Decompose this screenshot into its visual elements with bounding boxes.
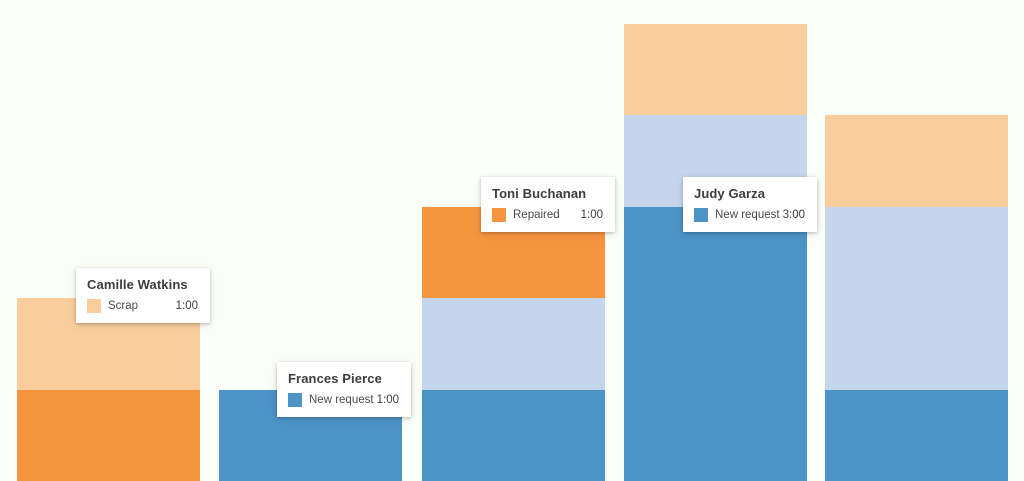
series-duration-value: 3:00: [782, 209, 805, 221]
tooltip-person-name: Judy Garza: [694, 186, 766, 201]
tooltip-person-name: Toni Buchanan: [492, 186, 587, 201]
bar-4-segment[interactable]: [624, 23, 807, 115]
tooltip-series-row: Scrap 1:00: [87, 299, 198, 313]
series-label: Scrap: [108, 300, 139, 312]
tooltip-person-name: Camille Watkins: [87, 277, 188, 292]
bar-1-segment[interactable]: [17, 389, 200, 481]
bar-5-segment[interactable]: [825, 115, 1008, 207]
tooltip-series-row: New request 3:00: [694, 208, 805, 222]
series-color-swatch: [694, 208, 708, 222]
bar-3-segment[interactable]: [422, 298, 605, 390]
series-label: New request: [715, 209, 780, 221]
series-duration-value: 1:00: [175, 300, 198, 312]
series-duration-value: 1:00: [580, 209, 603, 221]
tooltip-judy-garza: Judy Garza New request 3:00: [683, 177, 817, 232]
tooltip-person-name: Frances Pierce: [288, 371, 382, 386]
tooltip-series-row: Repaired 1:00: [492, 208, 603, 222]
series-label: Repaired: [513, 209, 560, 221]
series-color-swatch: [87, 299, 101, 313]
series-color-swatch: [288, 393, 302, 407]
bar-4-new-request[interactable]: [624, 206, 807, 481]
tooltip-series-row: New request 1:00: [288, 393, 399, 407]
series-color-swatch: [492, 208, 506, 222]
tooltip-frances-pierce: Frances Pierce New request 1:00: [277, 362, 411, 417]
series-label: New request: [309, 394, 374, 406]
bar-3-segment[interactable]: [422, 389, 605, 481]
series-duration-value: 1:00: [376, 394, 399, 406]
tooltip-camille-watkins: Camille Watkins Scrap 1:00: [76, 268, 210, 323]
bar-5-segment[interactable]: [825, 389, 1008, 481]
bar-5-segment[interactable]: [825, 206, 1008, 390]
tooltip-toni-buchanan: Toni Buchanan Repaired 1:00: [481, 177, 615, 232]
